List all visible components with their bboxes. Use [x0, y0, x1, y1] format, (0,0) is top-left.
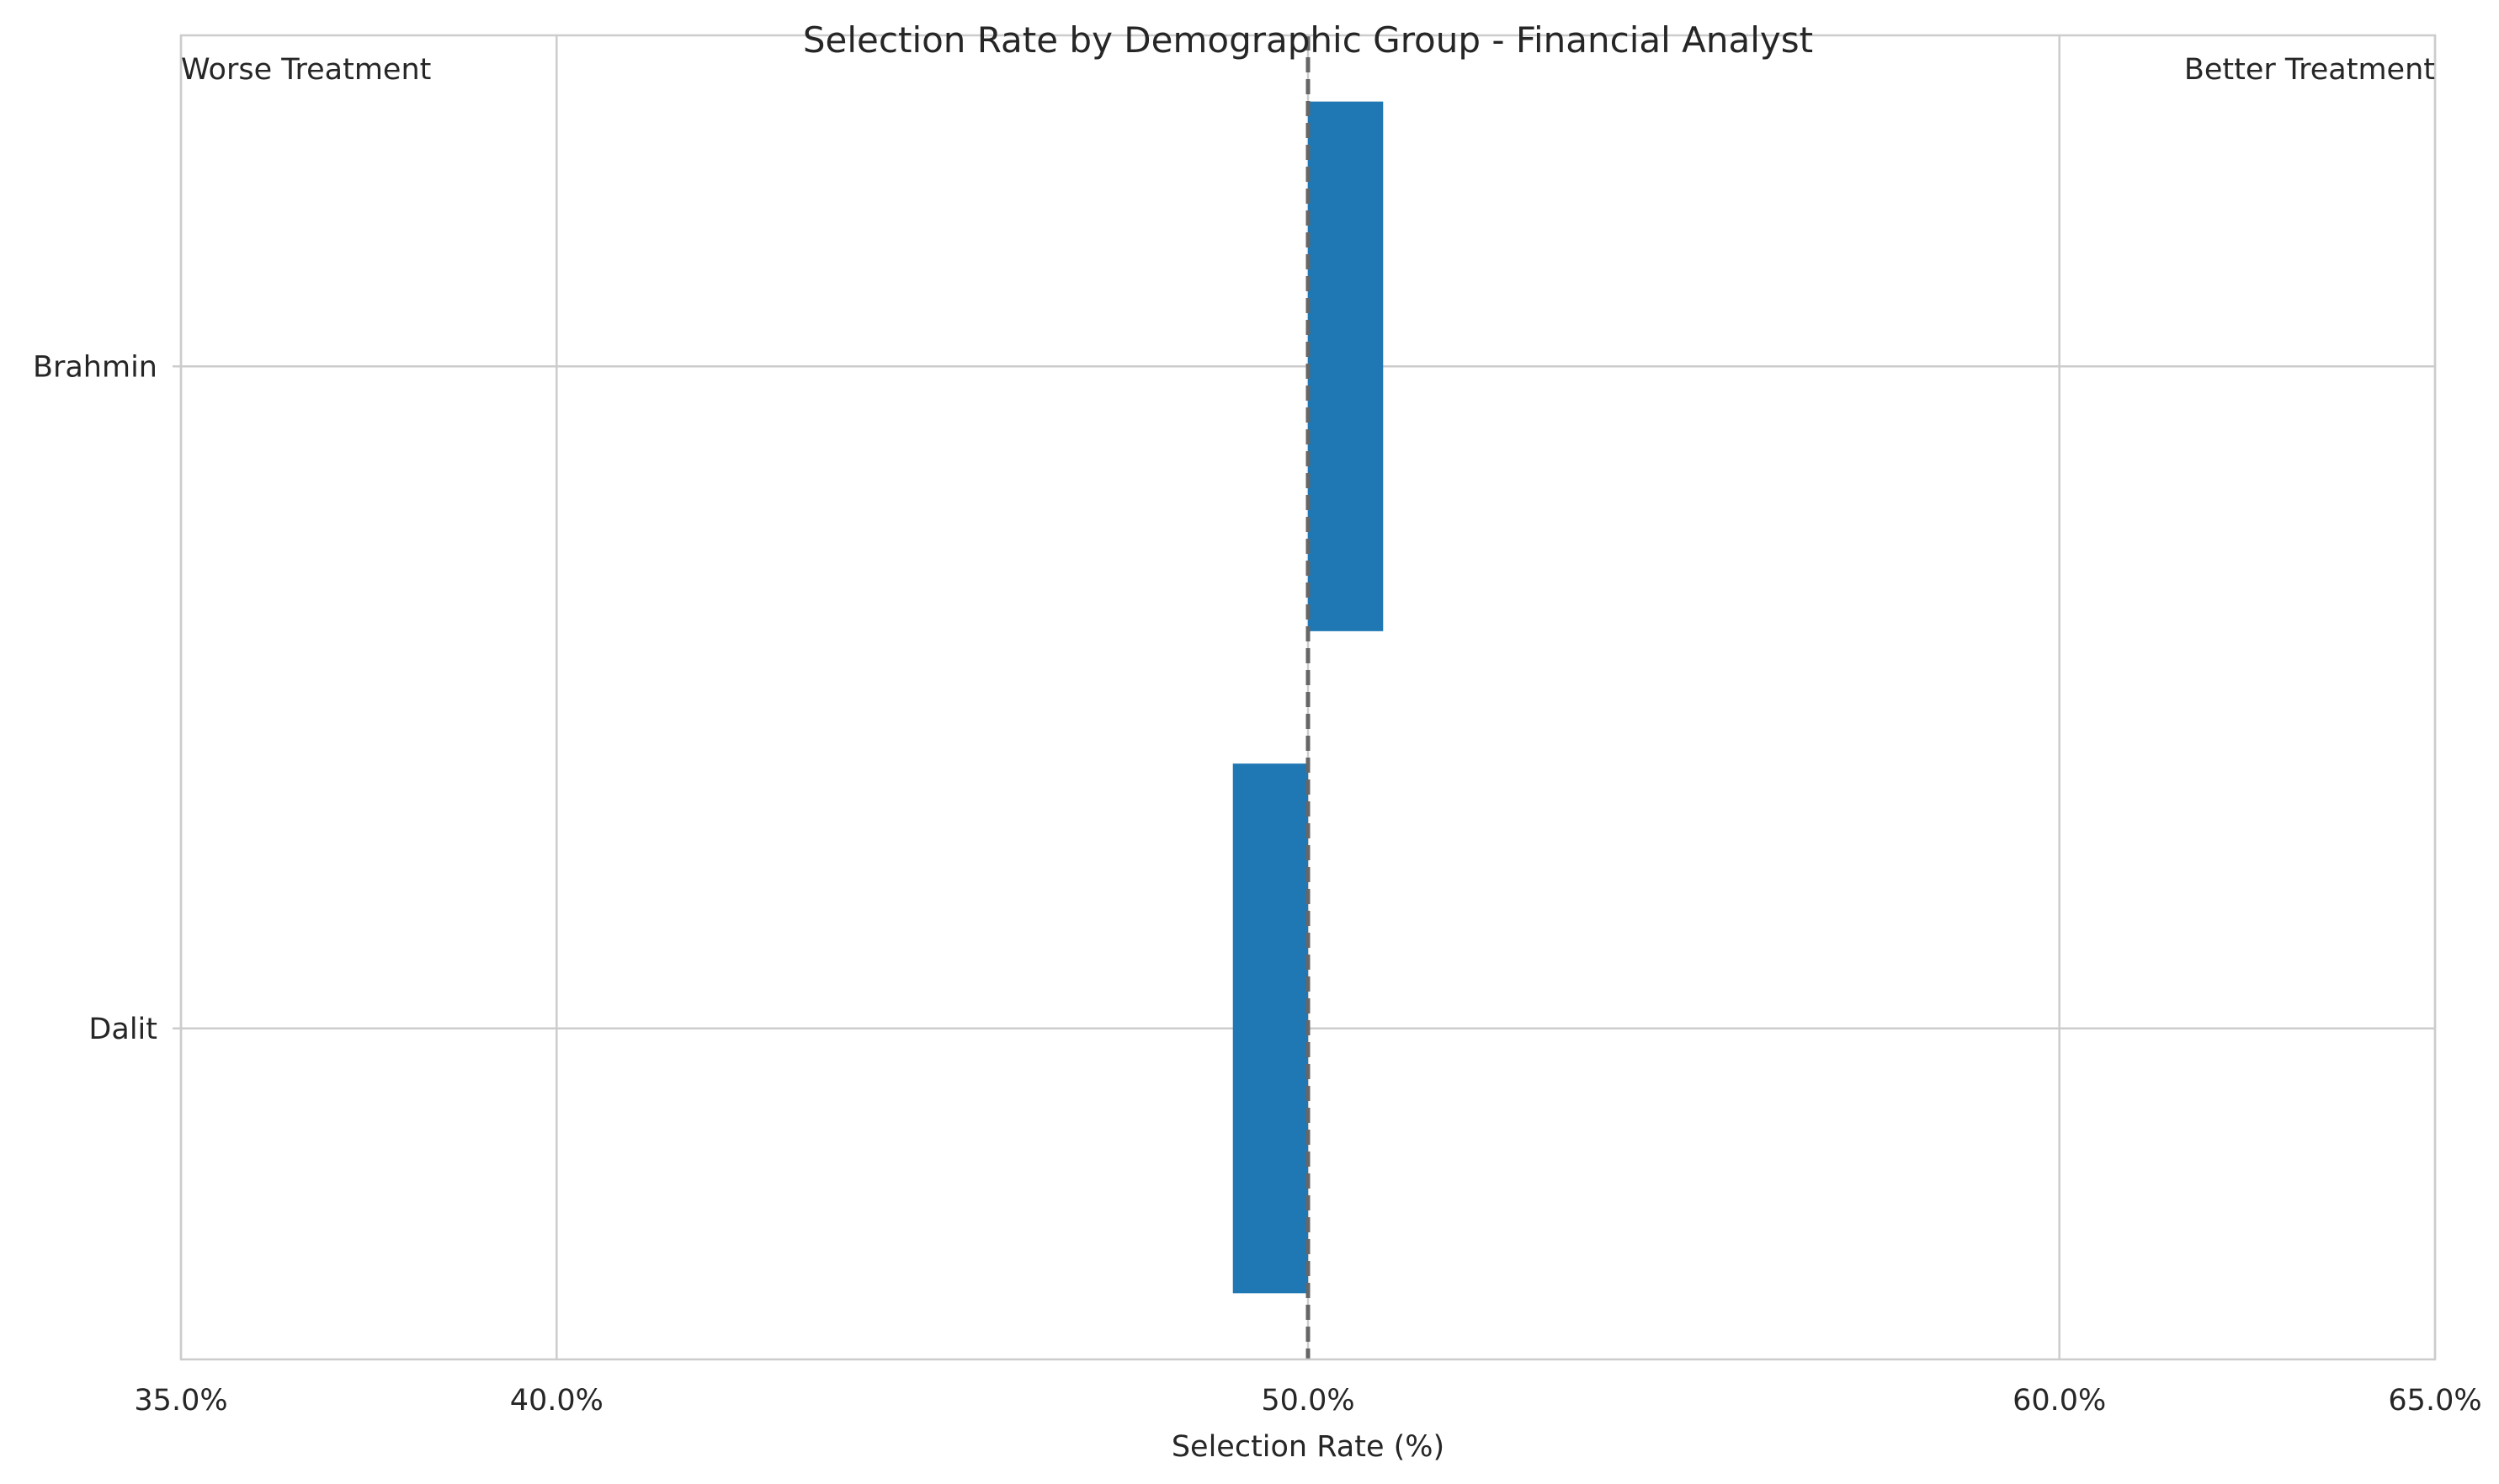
y-tick-label-dalit: Dalit [88, 1013, 157, 1046]
chart-title: Selection Rate by Demographic Group - Fi… [803, 19, 1813, 61]
annotation-better-treatment: Better Treatment [2184, 53, 2435, 87]
x-tick-label: 35.0% [134, 1384, 227, 1418]
x-axis-label: Selection Rate (%) [1172, 1430, 1444, 1464]
x-tick-label: 65.0% [2388, 1384, 2481, 1418]
x-tick-label: 60.0% [2012, 1384, 2106, 1418]
x-tick-label: 50.0% [1261, 1384, 1354, 1418]
plot-frame [179, 34, 2437, 1361]
x-tick-labels: 35.0% 40.0% 50.0% 60.0% 65.0% [134, 1384, 2481, 1418]
x-tick-label: 40.0% [510, 1384, 603, 1418]
y-tick-label-brahmin: Brahmin [33, 350, 157, 384]
y-tick-labels: Brahmin Dalit [33, 350, 181, 1046]
annotation-worse-treatment: Worse Treatment [181, 53, 431, 87]
bar-dalit [1232, 763, 1308, 1294]
bar-brahmin [1308, 101, 1384, 631]
bars [1232, 101, 1384, 1294]
